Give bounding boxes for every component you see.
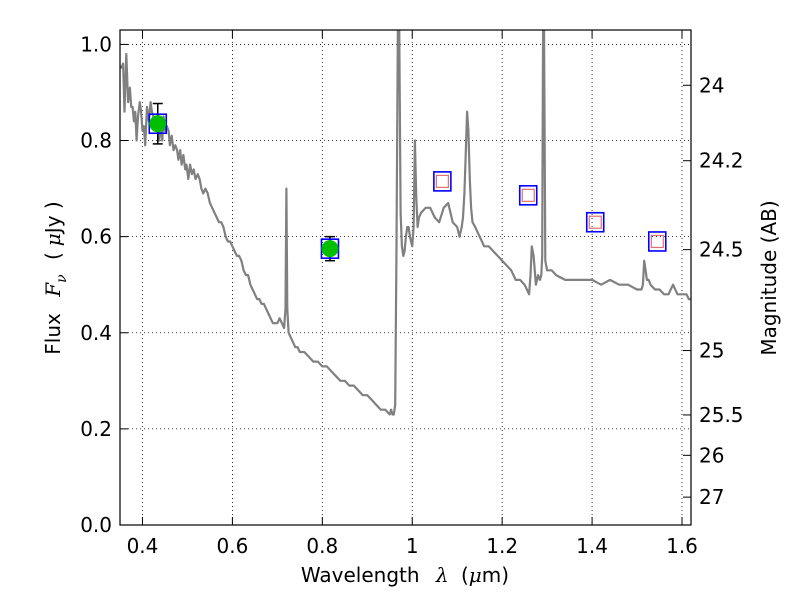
y-tick-label: 1.0 (80, 32, 112, 56)
y2-tick-labels: 24 24.2 24.5 25 25.5 26 27 (699, 73, 744, 509)
x-tick-label: 0.8 (306, 534, 338, 558)
x-tick-label: 1.4 (576, 534, 608, 558)
y-axis-label-unit-mu: μ (41, 233, 65, 246)
x-tick-label: 0.4 (127, 534, 159, 558)
y-axis-label: Flux Fν ( μJy ) (41, 201, 71, 354)
model-inner-marker (650, 234, 664, 249)
y2-tick-label: 24.5 (699, 238, 744, 262)
y-axis-label-subscript: ν (54, 274, 70, 283)
x-axis-label: Wavelength λ (μm) (301, 563, 509, 587)
y2-tick-label: 24 (699, 73, 724, 97)
detection-point (321, 240, 339, 258)
sed-model-line (120, 30, 691, 416)
y2-tick-label: 25.5 (699, 403, 744, 427)
y2-tick-label: 27 (699, 485, 724, 509)
model-inner-marker (588, 215, 602, 229)
model-inner-marker (521, 188, 535, 202)
detection-point (149, 115, 167, 133)
y-axis-label-unit-rest: Jy ) (41, 201, 65, 235)
markers-group (148, 102, 667, 262)
x-tick-label: 1 (406, 534, 419, 558)
x-tick-label: 1.2 (486, 534, 518, 558)
x-tick-label: 0.6 (216, 534, 248, 558)
y-tick-labels: 0.0 0.2 0.4 0.6 0.8 1.0 (80, 32, 112, 537)
model-inner-marker (435, 174, 449, 188)
y-tick-label: 0.2 (80, 417, 112, 441)
model-box-marker (647, 231, 667, 252)
x-axis-label-prefix: Wavelength (301, 563, 420, 587)
plot-area (120, 30, 691, 416)
y-tick-label: 0.8 (80, 129, 112, 153)
x-tick-labels: 0.4 0.6 0.8 1 1.2 1.4 1.6 (127, 534, 698, 558)
x-axis-label-unit-mu: μ (469, 563, 482, 587)
y-axis-label-unit-open: ( (41, 252, 65, 260)
x-axis-label-unit-rest: m) (482, 563, 509, 587)
y-axis-label-symbol: F (41, 282, 65, 298)
x-axis-label-symbol: λ (435, 563, 449, 587)
y2-tick-label: 24.2 (699, 149, 744, 173)
y2-axis-label: Magnitude (AB) (757, 200, 781, 355)
model-box-marker (433, 171, 452, 192)
y-tick-label: 0.4 (80, 321, 112, 345)
ticks-group (120, 30, 691, 526)
y-axis-label-prefix: Flux (41, 313, 65, 355)
y-tick-label: 0.6 (80, 225, 112, 249)
x-tick-label: 1.6 (666, 534, 698, 558)
y-tick-label: 0.0 (80, 513, 112, 537)
model-box-marker (518, 185, 538, 206)
y2-tick-label: 26 (699, 443, 724, 467)
y2-tick-label: 25 (699, 339, 724, 363)
x-axis-label-unit-open: ( (461, 563, 469, 587)
plot-frame (119, 29, 692, 526)
grid-lines (120, 30, 691, 526)
model-box-marker (585, 211, 605, 233)
